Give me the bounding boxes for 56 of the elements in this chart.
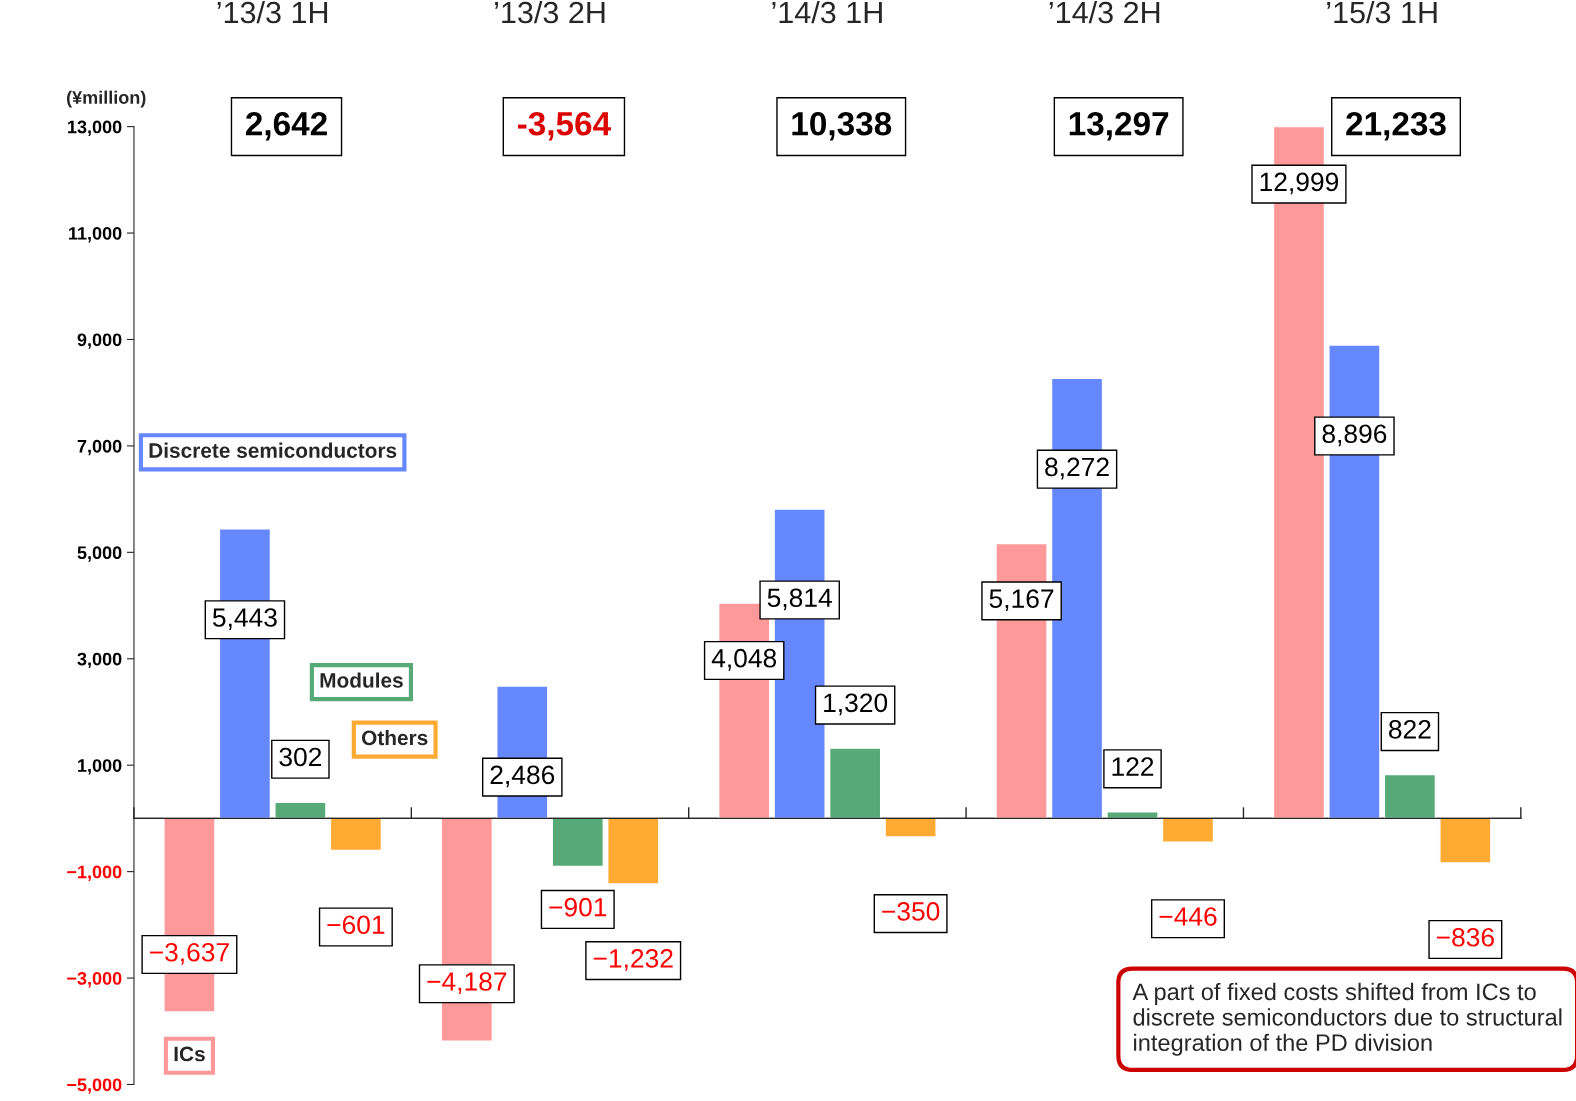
y-tick-label: 7,000: [77, 439, 122, 456]
y-tick-label: −1,000: [67, 865, 122, 881]
x-tick-label: ’14/3 1H: [772, 0, 882, 24]
data-label: 122: [1112, 757, 1154, 776]
data-label: −4,187: [427, 972, 507, 994]
bar: [828, 747, 882, 820]
y-tick-label: 3,000: [77, 652, 122, 669]
bar: [1106, 811, 1159, 820]
bar: [607, 817, 660, 885]
data-label: −601: [327, 915, 385, 935]
data-label: 302: [279, 747, 322, 767]
x-tick-label: ’14/3 2H: [1049, 0, 1160, 24]
y-tick-label: 5,000: [77, 546, 122, 562]
data-label: −1,232: [593, 949, 673, 971]
data-label: 5,443: [212, 608, 277, 630]
annotation: 10,338: [792, 111, 892, 141]
x-tick-label: ’15/3 1H: [1327, 0, 1437, 24]
data-label: 822: [1389, 719, 1431, 739]
data-label: −3,637: [150, 942, 229, 965]
annotation: 2,642: [245, 111, 327, 141]
data-label: −836: [1436, 927, 1494, 947]
data-label: 8,896: [1322, 424, 1387, 447]
y-tick-label: −5,000: [67, 1078, 122, 1094]
text: Others: [361, 729, 428, 746]
bar: [1383, 773, 1437, 820]
data-label: −446: [1159, 907, 1217, 926]
data-label: 12,999: [1260, 172, 1339, 195]
y-tick-label: 1,000: [78, 759, 122, 775]
data-label: 5,814: [767, 588, 832, 611]
y-axis-title: (¥million): [67, 90, 146, 108]
data-label: −901: [549, 897, 607, 917]
bar: [274, 801, 327, 820]
series-label: ICs: [174, 1046, 205, 1062]
text: Modules: [320, 672, 403, 688]
annotation: -3,564: [517, 111, 611, 141]
data-label: 4,048: [711, 648, 777, 671]
bar: [884, 817, 937, 838]
data-label: 8,272: [1045, 457, 1109, 480]
x-tick-label: ’13/3 1H: [217, 0, 328, 24]
x-tick-label: ’13/3 2H: [495, 0, 605, 24]
bar: [329, 817, 383, 852]
bar: [1439, 817, 1492, 864]
y-tick-label: 9,000: [77, 333, 122, 349]
bar: [551, 817, 604, 868]
annotation: 21,233: [1346, 111, 1446, 141]
bar: [1161, 817, 1215, 843]
y-tick-label: 13,000: [68, 120, 122, 136]
text: Discrete semiconductors: [149, 442, 397, 458]
data-label: −350: [882, 902, 940, 921]
y-tick-label: −3,000: [67, 971, 122, 988]
annotation: 13,297: [1069, 111, 1169, 141]
annotation: A part of fixed costs shifted from ICs to discrete semiconductors due to structural integration of the PD division: [1132, 982, 1562, 1056]
y-tick-label: 11,000: [69, 226, 122, 243]
data-label: 5,167: [989, 589, 1054, 612]
data-label: 1,320: [824, 693, 888, 716]
data-label: 2,486: [490, 765, 555, 788]
